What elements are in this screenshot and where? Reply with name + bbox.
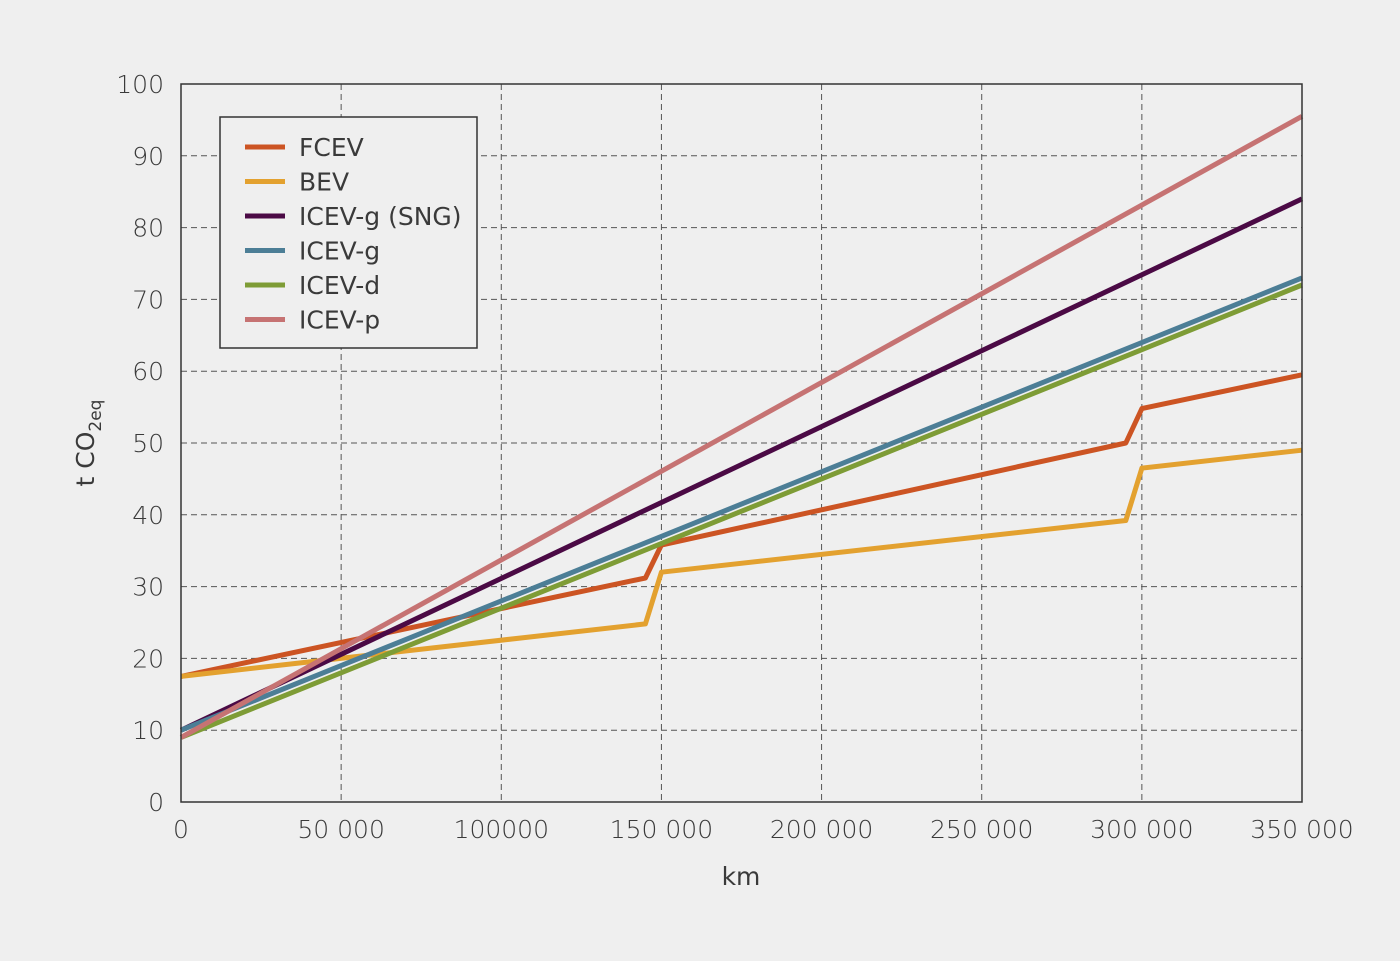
legend-label: BEV: [299, 168, 349, 197]
y-tick-label: 100: [116, 70, 164, 99]
y-tick-label: 20: [132, 644, 164, 673]
x-tick-label: 200 000: [770, 815, 873, 844]
y-tick-label: 0: [148, 788, 164, 817]
x-tick-label: 0: [173, 815, 189, 844]
legend-item: BEV: [245, 168, 349, 197]
y-tick-label: 70: [132, 285, 164, 314]
legend-label: ICEV-g (SNG): [299, 202, 462, 231]
y-axis-title-main: t CO: [71, 432, 100, 487]
plot-frame: [180, 83, 1303, 803]
series-line-icev-g-sng: [179, 196, 1304, 733]
legend-item: FCEV: [245, 133, 364, 162]
legend-label: ICEV-g: [299, 237, 380, 266]
y-axis-ticks: 0 10 20 30 40 50 60 70 80 90 100: [116, 70, 164, 817]
y-tick-label: 50: [132, 429, 164, 458]
series-line-fcev: [180, 372, 1303, 679]
y-tick-label: 10: [132, 716, 164, 745]
x-tick-label: 250 000: [930, 815, 1033, 844]
legend-box: [219, 116, 478, 349]
y-tick-label: 60: [132, 357, 164, 386]
legend-item: ICEV-p: [245, 306, 380, 335]
x-tick-label: 150 000: [610, 815, 713, 844]
y-axis-title: t CO2eq: [71, 400, 106, 487]
series-line-icev-d: [180, 282, 1303, 740]
series-line-icev-g: [180, 275, 1303, 733]
legend-item: ICEV-g: [245, 237, 380, 266]
x-tick-label: 350 000: [1250, 815, 1353, 844]
legend-item: ICEV-d: [245, 271, 380, 300]
legend: FCEV BEV ICEV-g (SNG) ICEV-g ICEV-d ICEV-p: [219, 116, 478, 349]
legend-item: ICEV-g (SNG): [245, 202, 462, 231]
series-line-bev: [180, 447, 1303, 679]
x-tick-label: 300 000: [1090, 815, 1193, 844]
x-tick-label: 100000: [454, 815, 549, 844]
series-line-icev-p: [179, 114, 1304, 740]
y-axis-title-subscript: 2eq: [86, 400, 106, 432]
series-lines: [179, 114, 1304, 740]
x-axis-ticks: 0 50 000 100000 150 000 200 000 250 000 300 00…: [173, 815, 1354, 844]
y-tick-label: 40: [132, 501, 164, 530]
y-tick-label: 90: [132, 142, 164, 171]
x-tick-label: 50 000: [297, 815, 384, 844]
legend-label: FCEV: [299, 133, 364, 162]
y-tick-label: 80: [132, 214, 164, 243]
legend-label: ICEV-d: [299, 271, 380, 300]
legend-label: ICEV-p: [299, 306, 380, 335]
x-axis-title: km: [722, 862, 761, 891]
y-tick-label: 30: [132, 573, 164, 602]
